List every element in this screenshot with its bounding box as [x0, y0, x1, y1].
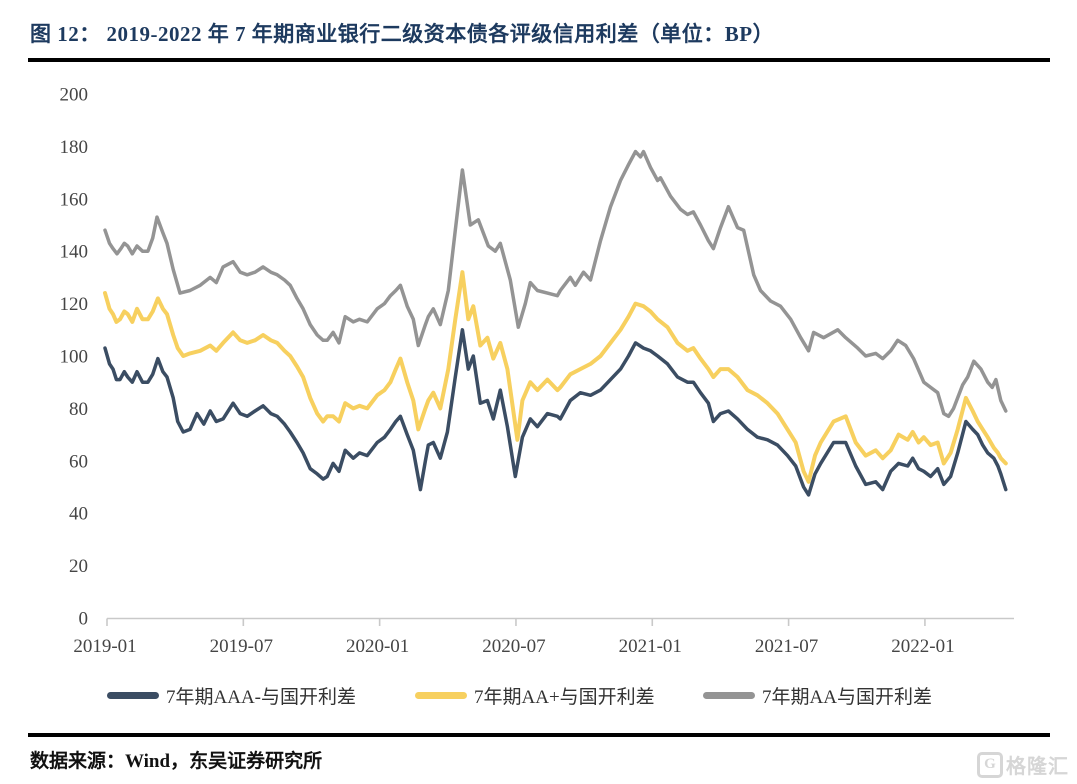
series-line-2: [103, 149, 1008, 419]
y-axis-tick-label: 120: [60, 294, 89, 315]
gelonghui-watermark-text: 格隆汇: [1006, 756, 1069, 778]
legend-swatch-aaa-minus: [107, 692, 159, 699]
legend-item-aa-plus: 7年期AA+与国开利差: [415, 682, 655, 709]
footer-divider-rule: [28, 733, 1050, 737]
y-axis-tick-label: 180: [60, 137, 89, 158]
x-axis-tick-label: 2020-01: [346, 636, 409, 657]
y-axis-tick-label: 0: [79, 609, 89, 630]
data-source-text: 数据来源：Wind，东吴证券研究所: [30, 751, 323, 772]
gelonghui-watermark: G 格隆汇: [977, 750, 1069, 779]
y-axis-tick-label: 160: [60, 189, 89, 210]
series-line-0: [103, 328, 1008, 497]
gelonghui-logo-icon: G: [977, 751, 1003, 778]
legend-label-aaa-minus: 7年期AAA-与国开利差: [166, 687, 356, 708]
legend-item-aa: 7年期AA与国开利差: [703, 682, 932, 709]
x-axis-tick-label: 2019-01: [73, 636, 136, 657]
x-axis-tick-label: 2019-07: [210, 636, 273, 657]
figure-title: 图 12： 2019-2022 年 7 年期商业银行二级资本债各评级信用利差（单…: [30, 22, 775, 46]
legend-item-aaa-minus: 7年期AAA-与国开利差: [107, 682, 356, 709]
legend-label-aa-plus: 7年期AA+与国开利差: [474, 687, 655, 708]
y-axis-tick-label: 40: [69, 504, 88, 525]
legend-label-aa: 7年期AA与国开利差: [762, 687, 932, 708]
y-axis-tick-label: 60: [69, 451, 88, 472]
y-axis-tick-label: 80: [69, 399, 88, 420]
y-axis-tick-label: 200: [60, 85, 89, 106]
legend-swatch-aa: [703, 692, 755, 699]
x-axis-tick-label: 2021-07: [755, 636, 818, 657]
x-axis-tick-label: 2020-07: [482, 636, 545, 657]
series-line-1: [103, 270, 1008, 484]
title-divider-rule: [28, 58, 1050, 62]
y-axis-tick-label: 20: [69, 556, 88, 577]
y-axis-tick-label: 100: [60, 347, 89, 368]
legend-swatch-aa-plus: [415, 692, 467, 699]
y-axis-tick-label: 140: [60, 242, 89, 263]
x-axis-tick-label: 2021-01: [619, 636, 682, 657]
x-axis-tick-label: 2022-01: [891, 636, 954, 657]
